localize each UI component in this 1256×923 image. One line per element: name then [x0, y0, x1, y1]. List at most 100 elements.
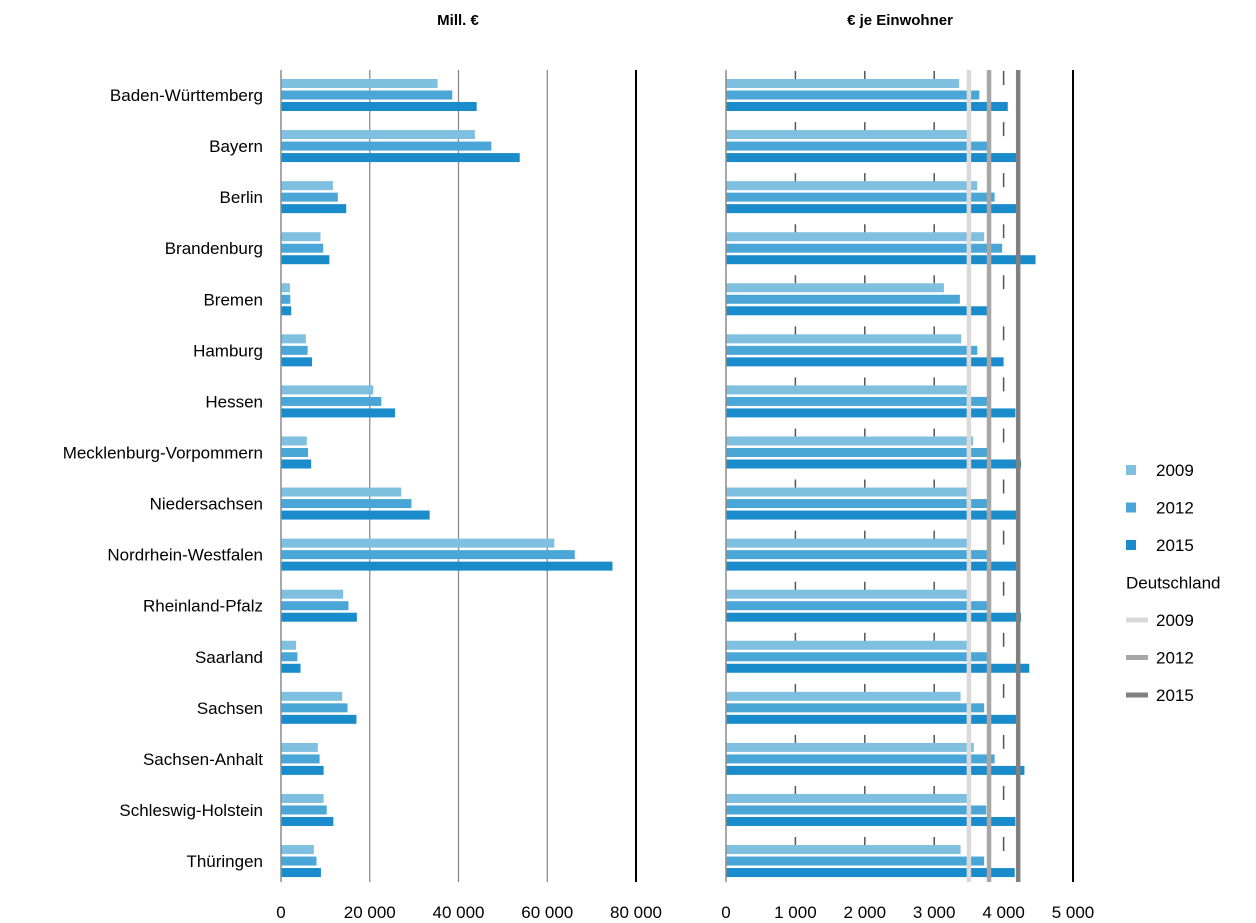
- left-bar-hessen-2012: [281, 396, 382, 406]
- right-bar-thueringen-2009: [726, 845, 961, 855]
- left-bar-niedersachsen-2012: [281, 499, 412, 509]
- right-bar-bayern-2012: [726, 141, 988, 151]
- right-bar-bremen-2012: [726, 294, 960, 304]
- right-bar-saarland-2012: [726, 652, 990, 662]
- right-bar-saarland-2009: [726, 640, 969, 650]
- category-label-niedersachsen: Niedersachsen: [150, 495, 263, 514]
- left-bar-bremen-2012: [281, 294, 291, 304]
- right-bar-berlin-2015: [726, 204, 1017, 214]
- category-label-brandenburg: Brandenburg: [165, 239, 263, 258]
- right-bar-hamburg-2012: [726, 345, 978, 355]
- category-label-schleswig-holstein: Schleswig-Holstein: [119, 801, 263, 820]
- right-bar-baden-wuerttemberg-2009: [726, 79, 960, 88]
- left-bar-thueringen-2009: [281, 845, 314, 855]
- left-bar-mecklenburg-vorpommern-2015: [281, 459, 312, 469]
- left-bar-berlin-2009: [281, 181, 333, 191]
- left-bar-baden-wuerttemberg-2015: [281, 102, 477, 111]
- right-x-tick-label: 4 000: [982, 903, 1025, 922]
- legend-label-2009: 2009: [1156, 461, 1194, 480]
- left-bar-baden-wuerttemberg-2009: [281, 79, 438, 88]
- category-labels: Baden-Württemberg Bayern Berlin Brandenburg…: [63, 86, 264, 871]
- right-bar-hessen-2012: [726, 396, 988, 406]
- left-bar-schleswig-holstein-2015: [281, 816, 334, 826]
- left-bar-sachsen-2015: [281, 714, 357, 724]
- category-label-bayern: Bayern: [209, 137, 263, 156]
- left-bar-niedersachsen-2009: [281, 487, 402, 497]
- left-bar-rheinland-pfalz-2012: [281, 601, 349, 611]
- category-label-hamburg: Hamburg: [193, 341, 263, 360]
- legend-label-deutschland-2012: 2012: [1156, 649, 1194, 668]
- left-bar-thueringen-2012: [281, 856, 317, 866]
- left-bar-sachsen-2012: [281, 703, 348, 713]
- legend-label-2012: 2012: [1156, 499, 1194, 518]
- right-bar-schleswig-holstein-2015: [726, 816, 1016, 826]
- left-bar-brandenburg-2015: [281, 255, 330, 265]
- category-label-thueringen: Thüringen: [186, 852, 263, 871]
- right-bar-brandenburg-2012: [726, 243, 1003, 253]
- category-label-baden-wuerttemberg: Baden-Württemberg: [110, 86, 263, 105]
- category-label-sachsen-anhalt: Sachsen-Anhalt: [143, 750, 263, 769]
- right-bar-schleswig-holstein-2012: [726, 805, 987, 815]
- left-bar-bremen-2015: [281, 306, 292, 316]
- right-bar-bayern-2015: [726, 153, 1017, 163]
- right-bar-berlin-2012: [726, 192, 995, 202]
- left-bar-rheinland-pfalz-2009: [281, 589, 344, 599]
- right-bar-bremen-2009: [726, 283, 944, 293]
- left-bar-saarland-2015: [281, 663, 301, 673]
- legend: 2009 2012 2015 Deutschland 2009 2012 2015: [1126, 461, 1221, 705]
- left-bar-mecklenburg-vorpommern-2009: [281, 436, 307, 446]
- left-bar-hamburg-2015: [281, 357, 313, 367]
- right-bar-mecklenburg-vorpommern-2009: [726, 436, 974, 446]
- left-bar-sachsen-anhalt-2009: [281, 742, 318, 752]
- left-bar-thueringen-2015: [281, 868, 321, 878]
- right-x-tick-label: 3 000: [913, 903, 956, 922]
- left-bar-schleswig-holstein-2009: [281, 793, 324, 803]
- left-x-tick-label: 40 000: [433, 903, 485, 922]
- right-bar-mecklenburg-vorpommern-2015: [726, 459, 1021, 469]
- left-bar-niedersachsen-2015: [281, 510, 430, 520]
- legend-label-deutschland-2009: 2009: [1156, 611, 1194, 630]
- right-bar-nordrhein-westfalen-2015: [726, 561, 1017, 571]
- right-x-tick-label: 2 000: [844, 903, 887, 922]
- left-bar-brandenburg-2012: [281, 243, 324, 253]
- category-label-nordrhein-westfalen: Nordrhein-Westfalen: [107, 546, 263, 565]
- category-label-berlin: Berlin: [220, 188, 263, 207]
- right-x-tick-label: 5 000: [1052, 903, 1095, 922]
- right-bar-sachsen-2012: [726, 703, 985, 713]
- category-label-rheinland-pfalz: Rheinland-Pfalz: [143, 597, 263, 616]
- right-bar-schleswig-holstein-2009: [726, 793, 969, 803]
- left-bar-nordrhein-westfalen-2015: [281, 561, 613, 571]
- right-bar-mecklenburg-vorpommern-2012: [726, 447, 990, 457]
- right-bar-niedersachsen-2012: [726, 499, 988, 509]
- left-bar-bayern-2012: [281, 141, 492, 151]
- right-bar-berlin-2009: [726, 181, 978, 191]
- right-bar-brandenburg-2015: [726, 255, 1036, 265]
- legend-heading-deutschland: Deutschland: [1126, 574, 1221, 593]
- right-panel-title: € je Einwohner: [847, 12, 953, 29]
- left-bar-mecklenburg-vorpommern-2012: [281, 447, 309, 457]
- right-bar-sachsen-2009: [726, 691, 961, 701]
- category-label-bremen: Bremen: [203, 290, 263, 309]
- left-bar-nordrhein-westfalen-2012: [281, 550, 575, 560]
- right-bar-saarland-2015: [726, 663, 1030, 673]
- left-bar-hessen-2015: [281, 408, 396, 418]
- right-bar-sachsen-anhalt-2009: [726, 742, 974, 752]
- legend-label-2015: 2015: [1156, 536, 1194, 555]
- right-bar-brandenburg-2009: [726, 232, 985, 242]
- left-bar-nordrhein-westfalen-2009: [281, 538, 555, 548]
- right-bar-thueringen-2012: [726, 856, 985, 866]
- category-label-sachsen: Sachsen: [197, 699, 263, 718]
- right-x-tick-label: 1 000: [774, 903, 817, 922]
- right-bar-bayern-2009: [726, 130, 969, 140]
- left-bar-bayern-2015: [281, 153, 520, 163]
- left-panel-plot: 0 20 000 40 000 60 000 80 000: [276, 70, 662, 922]
- left-bar-brandenburg-2009: [281, 232, 321, 242]
- left-bar-sachsen-anhalt-2012: [281, 754, 320, 764]
- right-bar-niedersachsen-2015: [726, 510, 1017, 520]
- left-bar-bayern-2009: [281, 130, 475, 140]
- category-label-hessen: Hessen: [205, 392, 263, 411]
- right-bar-sachsen-anhalt-2015: [726, 765, 1025, 775]
- category-label-saarland: Saarland: [195, 648, 263, 667]
- left-x-tick-label: 60 000: [521, 903, 573, 922]
